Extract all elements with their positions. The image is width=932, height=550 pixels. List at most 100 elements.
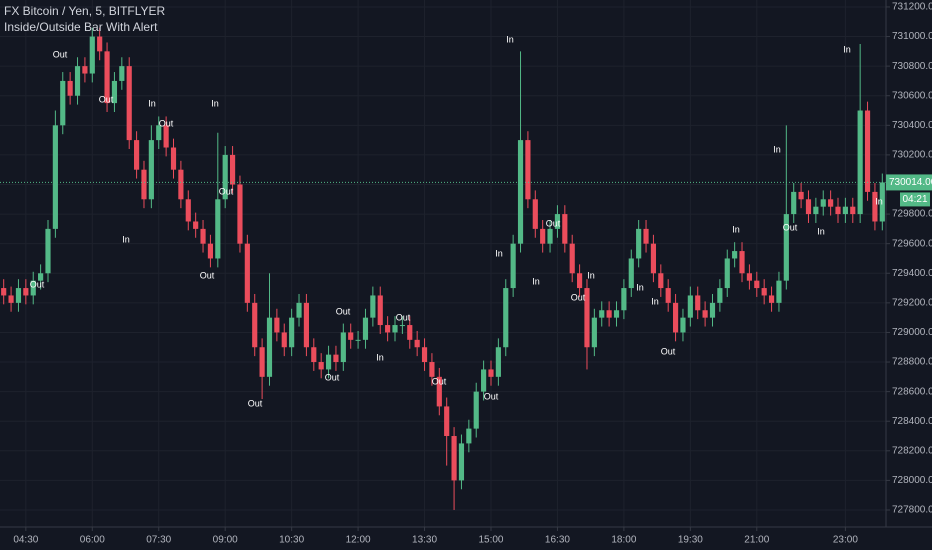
candle-body (672, 302, 679, 333)
candle-body (577, 273, 583, 289)
candle-body (791, 191, 797, 215)
candle-body (473, 391, 479, 429)
candle-body (687, 295, 693, 318)
y-tick-label: 729400.00 (892, 268, 932, 279)
bar-annotation: In (587, 270, 595, 280)
candle-body (591, 317, 597, 348)
bar-annotation: Out (484, 391, 499, 401)
candle-body (451, 436, 457, 481)
y-tick-label: 729200.00 (892, 297, 932, 308)
bar-annotation: Out (200, 270, 215, 280)
candle-body (414, 339, 420, 348)
candle-body (311, 347, 317, 363)
bar-annotation: Out (571, 292, 586, 302)
candle-body (82, 66, 88, 74)
candle-body (562, 214, 568, 244)
candle-body (15, 288, 22, 303)
grid (0, 0, 886, 527)
x-tick-label: 16:30 (545, 535, 570, 546)
candle-body (532, 199, 538, 229)
candle-body (340, 332, 346, 363)
candle-body (495, 347, 501, 377)
bar-annotation: In (817, 226, 825, 236)
candle-body (377, 295, 383, 326)
candle-body (134, 140, 140, 170)
candle-body (510, 243, 516, 289)
candle-body (857, 110, 863, 215)
candle-body (97, 36, 103, 52)
x-tick-label: 15:00 (478, 535, 503, 546)
bar-annotation: In (506, 34, 514, 44)
chart-title: FX Bitcoin / Yen, 5, BITFLYER (4, 4, 166, 18)
bar-annotation: In (148, 98, 156, 108)
candle-body (606, 310, 612, 318)
candle-body (52, 125, 58, 229)
candle-body (650, 243, 657, 274)
candle-body (554, 214, 561, 229)
bar-annotation: In (211, 98, 219, 108)
candle-body (739, 251, 745, 274)
candle-body (805, 199, 812, 215)
candle-body (820, 199, 826, 207)
x-tick-label: 10:30 (279, 535, 304, 546)
x-tick-label: 21:00 (744, 535, 769, 546)
candle-body (783, 214, 789, 281)
bar-annotation: In (875, 196, 883, 206)
candle-body (252, 302, 258, 348)
bar-annotation: Out (325, 372, 340, 382)
candle-body (746, 273, 752, 281)
countdown-label: 04:21 (902, 194, 927, 205)
axes: 727800.00 728000.00 728200.00 728400.00 7286… (13, 2, 932, 546)
bar-annotation: Out (53, 49, 68, 59)
candle-body (45, 228, 51, 274)
bar-annotation: Out (336, 306, 351, 316)
candle-body (325, 354, 332, 370)
candle-body (665, 288, 671, 303)
candle-body (193, 221, 199, 229)
candle-body (724, 258, 730, 289)
candle-body (289, 317, 295, 348)
candle-body (229, 154, 236, 185)
candle-body (38, 273, 44, 281)
y-tick-label: 730200.00 (892, 150, 932, 161)
bar-annotation: In (122, 234, 130, 244)
candle-body (850, 206, 856, 215)
y-tick-label: 728200.00 (892, 445, 932, 456)
candle-body (436, 376, 442, 407)
candle-body (67, 80, 73, 96)
chart-subtitle: Inside/Outside Bar With Alert (4, 20, 158, 34)
candle-body (621, 288, 627, 311)
candle-body (392, 325, 398, 333)
candle-body (481, 369, 487, 392)
candle-body (385, 325, 391, 333)
candle-body (207, 243, 214, 259)
y-tick-label: 731000.00 (892, 31, 932, 42)
bar-annotation: In (636, 282, 644, 292)
x-tick-label: 12:00 (346, 535, 371, 546)
candle-body (429, 362, 435, 377)
candle-body (842, 206, 848, 215)
candle-body (776, 280, 782, 303)
candle-body (643, 228, 649, 244)
candle-body (872, 191, 878, 222)
bar-annotation: In (773, 144, 781, 154)
candle-body (658, 273, 664, 289)
candle-body (407, 325, 413, 340)
candle-body (348, 332, 354, 340)
candle-body (178, 169, 184, 200)
bar-annotation: In (376, 352, 384, 362)
y-tick-label: 730400.00 (892, 120, 932, 131)
candle-body (768, 295, 775, 303)
y-tick-label: 728400.00 (892, 416, 932, 427)
y-tick-label: 728600.00 (892, 386, 932, 397)
x-tick-label: 06:00 (80, 535, 105, 546)
candle-body (503, 288, 509, 348)
candle-body (200, 228, 206, 244)
candle-body (296, 302, 302, 318)
bar-annotation: Out (99, 94, 114, 104)
candle-body (525, 140, 531, 200)
candle-body (244, 243, 250, 303)
